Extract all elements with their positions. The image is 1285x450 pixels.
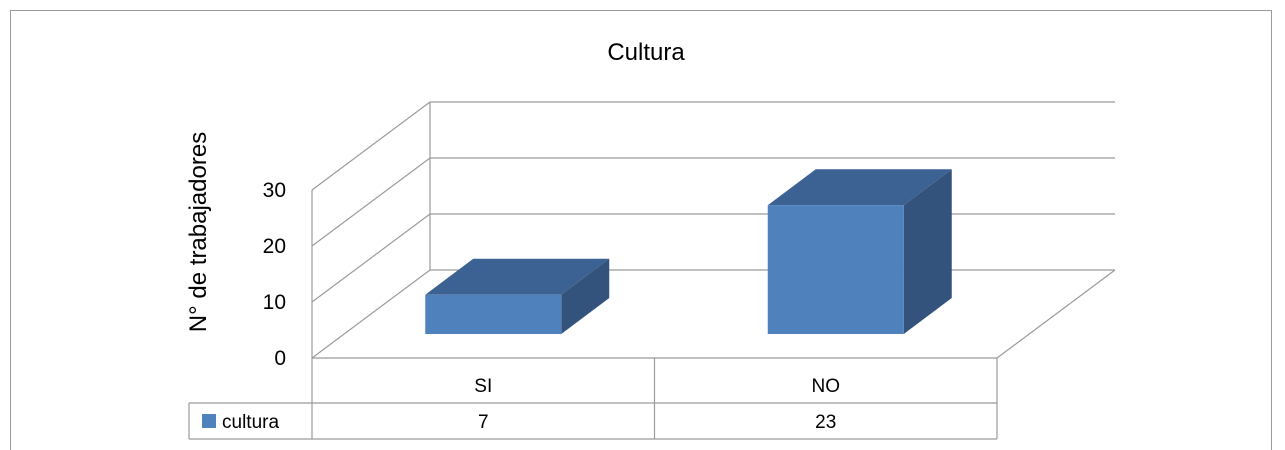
bar-top [767, 169, 952, 206]
y-tick-label-2: 20 [263, 235, 286, 258]
side-wall-line-0 [311, 269, 431, 359]
chart-frame [10, 10, 1272, 450]
y-tick-label-1: 10 [263, 291, 286, 314]
y-tick-label-3: 30 [263, 179, 286, 202]
bar-side [903, 169, 952, 334]
bars [425, 169, 952, 334]
side-wall-line-3 [311, 101, 431, 191]
category-label-0: SI [474, 376, 492, 397]
chart-title: Cultura [607, 39, 685, 66]
side-wall-line-1 [311, 213, 431, 303]
data-value-1: 23 [815, 412, 836, 433]
bar-no [767, 169, 952, 334]
bar-top [425, 258, 610, 295]
bar-front [767, 205, 904, 334]
bar-front [425, 294, 562, 334]
side-wall-line-2 [311, 157, 431, 247]
y-axis-label: N° de trabajadores [185, 132, 212, 332]
legend-series-name: cultura [222, 412, 279, 433]
floor-right-edge [996, 269, 1116, 359]
data-value-0: 7 [478, 412, 489, 433]
y-tick-label-0: 0 [274, 347, 286, 370]
category-label-1: NO [812, 376, 841, 397]
legend-swatch [202, 414, 216, 428]
bar-side [561, 258, 610, 334]
data-table: SI NO cultura 7 23 [188, 358, 998, 440]
bar-si [425, 258, 610, 334]
y-axis-ticks: 0 10 20 30 [263, 179, 286, 370]
